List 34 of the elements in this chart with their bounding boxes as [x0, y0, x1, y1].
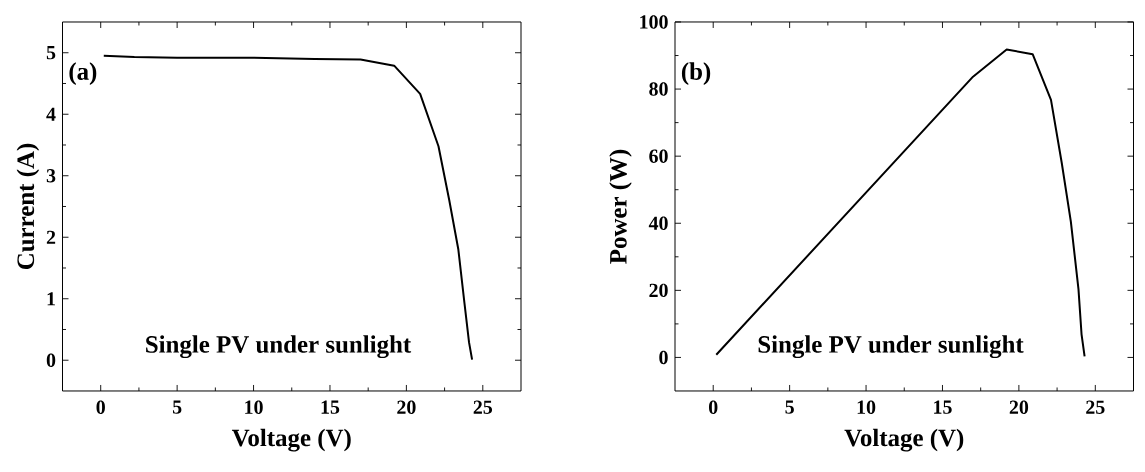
- x-tick-label: 0: [96, 400, 105, 414]
- annotation: (a): [69, 62, 97, 85]
- x-tick-label: 10: [857, 400, 876, 414]
- y-tick-label: 1: [47, 292, 55, 306]
- x-tick-label: 5: [785, 400, 794, 414]
- x-axis-title: Voltage (V): [844, 428, 964, 452]
- y-tick-label: 80: [649, 82, 668, 96]
- y-tick-label: 0: [46, 353, 56, 367]
- y-tick-label: 4: [46, 107, 56, 121]
- y-axis-title: Power (W): [609, 149, 632, 264]
- x-tick-label: 0: [709, 400, 718, 414]
- x-tick-label: 20: [1009, 400, 1029, 414]
- y-tick-label: 3: [46, 169, 56, 183]
- y-axis-title: Current (A): [16, 143, 40, 270]
- x-tick-label: 25: [473, 400, 493, 414]
- annotation: Single PV under sunlight: [758, 335, 1024, 359]
- x-tick-label: 5: [172, 400, 182, 414]
- x-tick-label: 15: [321, 400, 340, 414]
- y-tick-label: 40: [648, 216, 668, 230]
- line-series: [715, 48, 1086, 358]
- y-tick-label: 2: [46, 230, 56, 244]
- y-tick-label: 5: [46, 46, 56, 60]
- annotation: (b): [681, 62, 711, 85]
- x-tick-label: 15: [934, 400, 952, 414]
- y-tick-label: 20: [649, 283, 668, 298]
- annotation: Single PV under sunlight: [146, 335, 412, 359]
- y-tick-label: 0: [659, 350, 668, 365]
- x-axis-title: Voltage (V): [231, 428, 351, 452]
- y-tick-label: 60: [649, 149, 668, 163]
- x-tick-label: 25: [1086, 400, 1105, 414]
- line-series: [102, 54, 474, 361]
- y-tick-label: 100: [640, 15, 668, 29]
- x-tick-label: 20: [397, 400, 416, 414]
- x-tick-label: 10: [245, 400, 263, 414]
